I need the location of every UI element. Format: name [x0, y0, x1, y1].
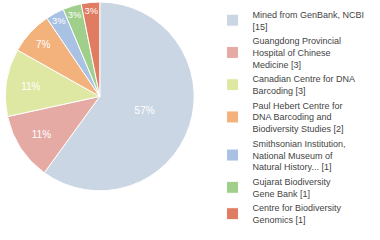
svg-text:3%: 3% [52, 16, 65, 26]
svg-text:Centre for BiodiversityGenomic: Centre for BiodiversityGenomics [1] [253, 203, 342, 225]
svg-text:Smithsonian Institution,Nation: Smithsonian Institution,National Museum … [253, 139, 346, 172]
svg-text:11%: 11% [32, 129, 51, 140]
svg-text:Gujarat BiodiversityGene Bank: Gujarat BiodiversityGene Bank [1] [253, 177, 332, 199]
svg-text:Guangdong ProvincialHospital o: Guangdong ProvincialHospital of ChineseM… [253, 36, 342, 69]
svg-text:57%: 57% [135, 105, 155, 116]
svg-text:Canadian Centre for DNABarcodi: Canadian Centre for DNABarcoding [3] [253, 74, 356, 96]
svg-text:7%: 7% [36, 39, 51, 50]
svg-text:3%: 3% [68, 10, 81, 20]
svg-text:11%: 11% [21, 81, 40, 92]
svg-text:Paul Hebert Centre forDNA Barc: Paul Hebert Centre forDNA Barcoding andB… [253, 101, 344, 134]
svg-text:3%: 3% [84, 6, 97, 16]
svg-text:Mined from GenBank, NCBI[15]: Mined from GenBank, NCBI[15] [253, 10, 365, 32]
